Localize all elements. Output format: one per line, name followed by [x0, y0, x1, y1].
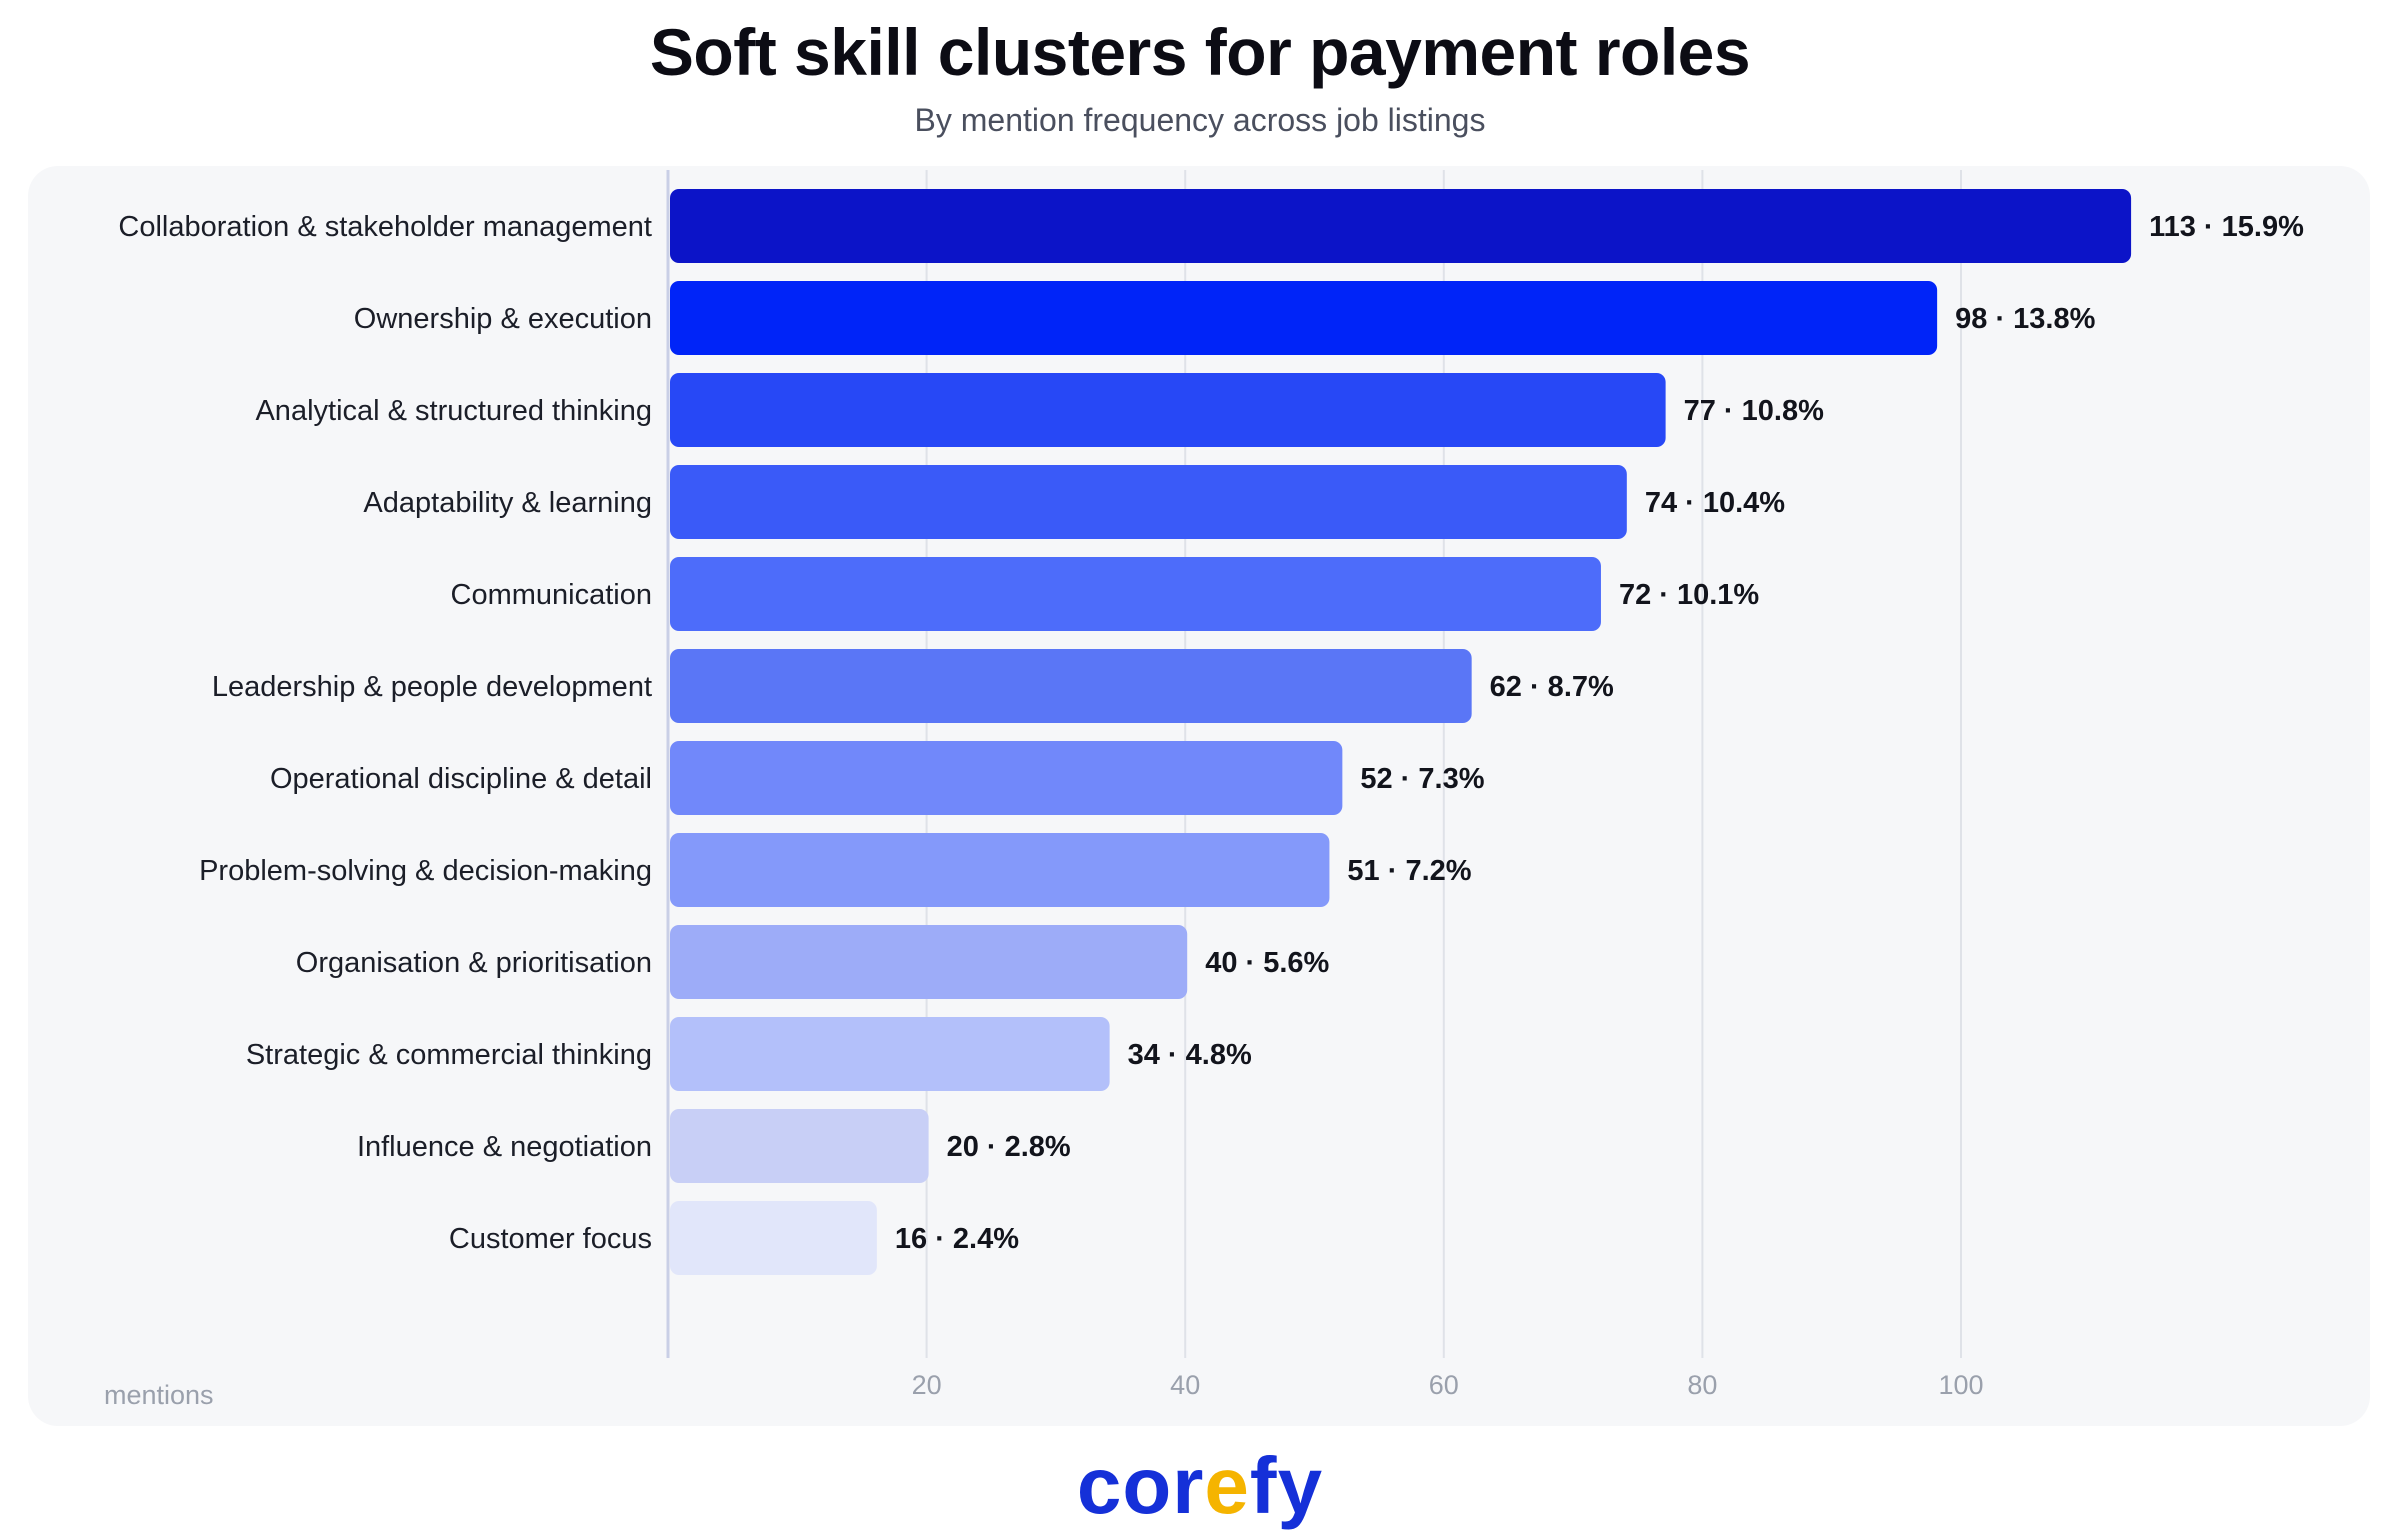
bar: [670, 189, 2132, 263]
data-label: 98 · 13.8%: [1955, 303, 2095, 335]
bar: [670, 557, 1601, 631]
category-label: Problem-solving & decision-making: [199, 855, 652, 887]
logo-dot-letter: e: [1204, 1441, 1250, 1530]
data-label: 16 · 2.4%: [895, 1223, 1019, 1255]
chart-title: Soft skill clusters for payment roles: [649, 15, 1751, 89]
bar: [670, 925, 1188, 999]
category-label: Organisation & prioritisation: [296, 947, 652, 979]
data-label: 74 · 10.4%: [1645, 487, 1785, 519]
x-tick-label: 80: [1687, 1370, 1717, 1400]
category-label: Communication: [451, 579, 652, 611]
bar: [670, 1109, 929, 1183]
data-label: 72 · 10.1%: [1619, 579, 1759, 611]
data-label: 51 · 7.2%: [1347, 855, 1471, 887]
category-label: Customer focus: [449, 1223, 652, 1255]
category-label: Leadership & people development: [212, 671, 652, 703]
category-label: Strategic & commercial thinking: [246, 1039, 652, 1071]
data-label: 77 · 10.8%: [1684, 395, 1824, 427]
x-tick-label: 60: [1429, 1370, 1459, 1400]
chart-panel: 20 40 60 80 100 Collaboration & stakeholder m…: [28, 166, 2370, 1426]
data-label: 62 · 8.7%: [1490, 671, 1614, 703]
chart-subtitle: By mention frequency across job listings: [914, 102, 1486, 138]
data-label: 40 · 5.6%: [1205, 947, 1329, 979]
category-label: Ownership & execution: [354, 303, 652, 335]
category-label: Adaptability & learning: [363, 487, 652, 519]
category-label: Analytical & structured thinking: [255, 395, 652, 427]
bar: [670, 281, 1938, 355]
x-tick-label: 100: [1938, 1370, 1983, 1400]
data-label: 20 · 2.8%: [947, 1131, 1071, 1163]
category-label: Collaboration & stakeholder management: [118, 211, 652, 243]
x-axis-label: mentions: [104, 1380, 214, 1410]
bar: [670, 833, 1330, 907]
bar: [670, 741, 1343, 815]
category-label: Influence & negotiation: [357, 1131, 652, 1163]
logo-text-start: cor: [1076, 1441, 1205, 1530]
bar: [670, 1017, 1110, 1091]
logo-text-end: fy: [1249, 1441, 1324, 1530]
bar-chart: 20 40 60 80 100 Collaboration & stakeholder m…: [104, 170, 2304, 1410]
bar: [670, 649, 1472, 723]
x-tick-label: 20: [912, 1370, 942, 1400]
x-tick-label: 40: [1170, 1370, 1200, 1400]
bar: [670, 1201, 877, 1275]
corefy-logo: corefy: [0, 1440, 2400, 1532]
bar: [670, 373, 1666, 447]
bar: [670, 465, 1627, 539]
data-label: 34 · 4.8%: [1128, 1039, 1252, 1071]
category-label: Operational discipline & detail: [270, 763, 652, 795]
data-label: 52 · 7.3%: [1360, 763, 1484, 795]
data-label: 113 · 15.9%: [2149, 211, 2304, 243]
